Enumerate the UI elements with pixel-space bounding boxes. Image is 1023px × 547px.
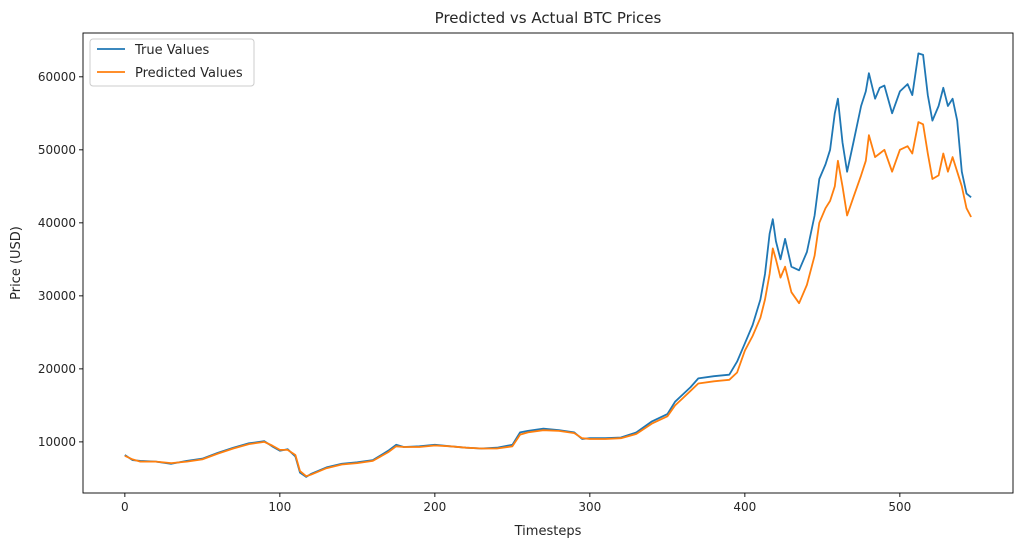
x-axis-ticks: 0 100 200 300 400 500: [121, 493, 911, 514]
x-tick-label: 0: [121, 500, 129, 514]
x-tick-label: 300: [578, 500, 601, 514]
y-tick-label: 30000: [38, 289, 76, 303]
x-tick-label: 500: [888, 500, 911, 514]
x-tick-label: 200: [423, 500, 446, 514]
y-axis-label: Price (USD): [9, 226, 24, 300]
x-tick-label: 100: [268, 500, 291, 514]
x-tick-label: 400: [733, 500, 756, 514]
y-tick-label: 20000: [38, 362, 76, 376]
series-layer: [124, 52, 972, 478]
y-axis-ticks: 10000 20000 30000 40000 50000 60000: [38, 70, 83, 449]
legend-box: [89, 38, 255, 87]
legend: True Values Predicted Values: [89, 38, 255, 87]
plot-frame: [82, 32, 1014, 494]
chart-title: Predicted vs Actual BTC Prices: [435, 9, 662, 27]
legend-label-true-values: True Values: [134, 43, 209, 58]
y-tick-label: 60000: [38, 70, 76, 84]
y-tick-label: 40000: [38, 216, 76, 230]
legend-label-predicted-values: Predicted Values: [135, 66, 243, 81]
y-tick-label: 50000: [38, 143, 76, 157]
y-tick-label: 10000: [38, 435, 76, 449]
x-axis-label: Timesteps: [514, 524, 582, 539]
series-line-predicted-values: [124, 121, 972, 478]
